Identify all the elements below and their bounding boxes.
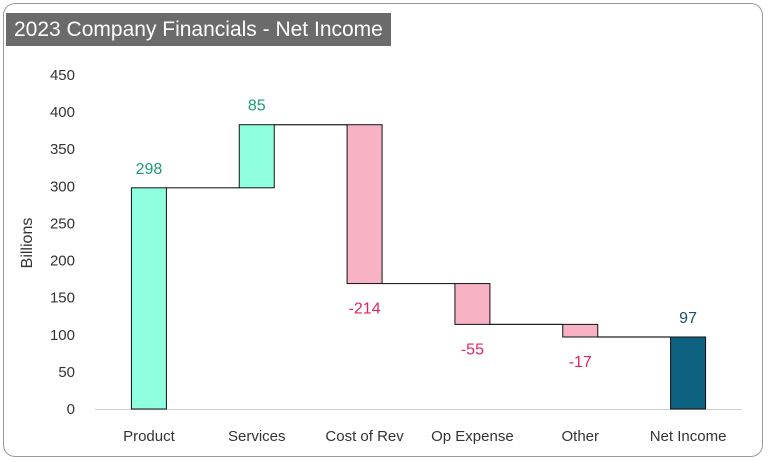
data-label: 298 [136, 161, 163, 178]
x-tick-label: Net Income [650, 428, 727, 445]
bar-product [130, 187, 167, 410]
y-tick-label: 150 [50, 290, 75, 307]
bar-services [238, 124, 275, 189]
y-tick-label: 450 [50, 67, 75, 84]
chart-title: 2023 Company Financials - Net Income [6, 13, 391, 46]
bar-other [562, 323, 599, 338]
y-tick-label: 400 [50, 104, 75, 121]
data-label: -214 [349, 301, 381, 318]
x-tick-label: Other [561, 428, 599, 445]
bar-cost-of-rev [346, 124, 383, 285]
y-tick-label: 200 [50, 253, 75, 270]
y-tick-label: 100 [50, 327, 75, 344]
y-tick-label: 0 [67, 401, 75, 418]
data-label: -55 [461, 341, 484, 358]
chart-frame [3, 3, 763, 457]
y-tick-label: 50 [58, 364, 75, 381]
bar-op-expense [454, 283, 491, 325]
y-axis-label: Billions [19, 218, 36, 269]
data-label: -17 [569, 354, 592, 371]
y-tick-label: 300 [50, 178, 75, 195]
data-label: 85 [248, 98, 266, 115]
x-tick-label: Product [123, 428, 176, 445]
y-tick-label: 350 [50, 141, 75, 158]
x-tick-label: Op Expense [431, 428, 514, 445]
data-label: 97 [679, 310, 697, 327]
y-tick-label: 250 [50, 215, 75, 232]
x-tick-label: Cost of Rev [325, 428, 404, 445]
x-tick-label: Services [228, 428, 286, 445]
bar-net-income [670, 336, 707, 410]
